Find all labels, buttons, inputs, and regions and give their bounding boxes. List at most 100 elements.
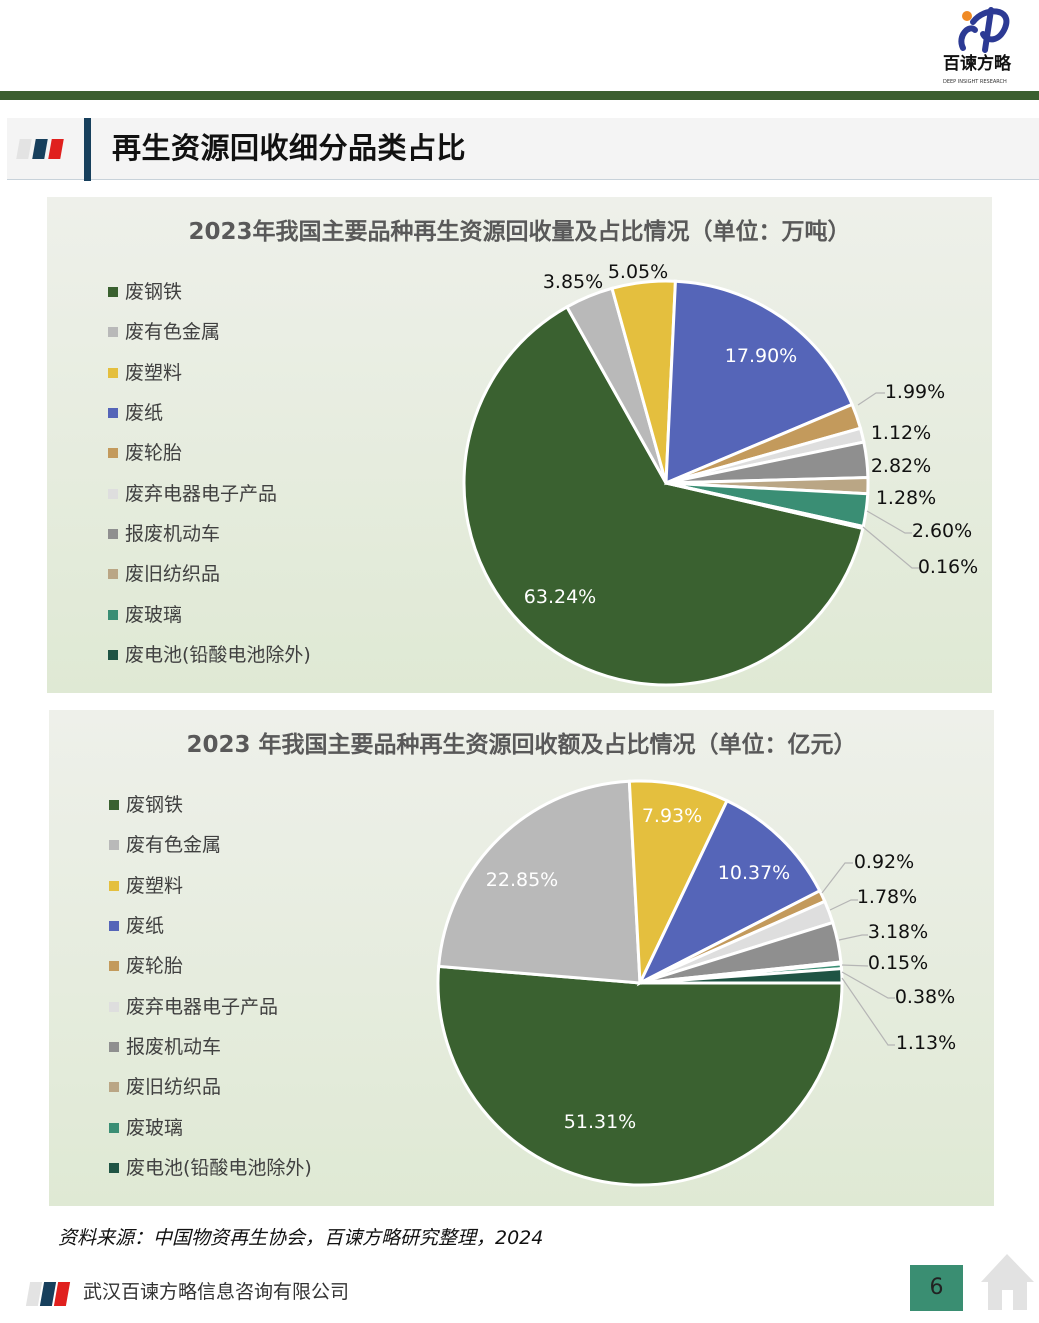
data-label: 0.16%: [918, 556, 978, 578]
legend-label: 废玻璃: [126, 1116, 184, 1139]
data-label: 0.15%: [868, 952, 928, 974]
data-label: 3.85%: [543, 271, 603, 293]
legend-label: 废纸: [126, 915, 165, 938]
legend-label: 废钢铁: [126, 794, 184, 817]
legend-swatch: [109, 880, 119, 891]
legend-swatch: [108, 408, 118, 419]
legend-swatch: [108, 367, 118, 378]
logo-subtitle: DEEP INSIGHT RESEARCH: [943, 79, 1007, 85]
page-number: 6: [910, 1265, 963, 1311]
legend-item: 废有色金属: [108, 312, 311, 352]
data-label: 3.18%: [868, 921, 928, 943]
legend-item: 废纸: [109, 906, 312, 946]
data-label: 17.90%: [725, 345, 797, 367]
legend-swatch: [108, 287, 118, 298]
legend-label: 废弃电器电子产品: [125, 482, 278, 505]
legend-swatch: [108, 327, 118, 338]
legend-swatch: [109, 1162, 119, 1173]
legend-swatch: [108, 488, 118, 499]
data-label: 2.60%: [912, 520, 972, 542]
legend-swatch: [109, 800, 119, 811]
data-label: 1.28%: [876, 487, 936, 509]
legend-swatch: [108, 448, 118, 459]
leader-line: [866, 510, 912, 534]
legend-item: 废旧纺织品: [108, 554, 311, 594]
legend-item: 废电池(铅酸电池除外): [108, 635, 311, 675]
legend-swatch: [109, 921, 119, 932]
data-label: 1.13%: [896, 1032, 956, 1054]
logo-text: 百谏方略: [943, 54, 1011, 74]
legend-label: 废电池(铅酸电池除外): [125, 643, 311, 666]
data-label: 1.78%: [857, 886, 917, 908]
legend-item: 报废机动车: [108, 514, 311, 554]
data-label: 22.85%: [486, 869, 558, 891]
legend-item: 废轮胎: [108, 433, 311, 473]
legend-swatch: [109, 1001, 119, 1012]
pie-chart: 51.31% 22.85% 7.93% 10.37% 0.92% 1.78% 3.18% 0.…: [436, 779, 956, 1187]
legend-label: 废旧纺织品: [126, 1076, 222, 1099]
legend-item: 废塑料: [108, 353, 311, 393]
flag-icon: [25, 1282, 78, 1306]
pie-slice: [462, 304, 865, 687]
data-label: 63.24%: [524, 586, 596, 608]
pie-slice: [664, 279, 855, 486]
data-label: 5.05%: [608, 261, 668, 283]
leader-line: [862, 526, 919, 569]
legend-label: 废钢铁: [125, 281, 183, 304]
data-label: 51.31%: [564, 1111, 636, 1133]
company-name: 武汉百谏方略信息咨询有限公司: [83, 1281, 350, 1303]
data-label: 0.92%: [854, 851, 914, 873]
legend-label: 废轮胎: [126, 955, 184, 978]
legend-label: 废塑料: [126, 874, 184, 897]
legend-label: 废弃电器电子产品: [126, 995, 279, 1018]
leader-line: [841, 971, 895, 999]
legend-swatch: [108, 609, 118, 620]
legend-swatch: [108, 649, 118, 660]
legend-swatch: [109, 1041, 119, 1052]
header-divider: [0, 91, 1039, 100]
pie-slice: [437, 779, 642, 985]
pie-chart: 63.24% 3.85% 5.05% 17.90% 1.99% 1.12% 2.82% 1.2…: [462, 261, 978, 687]
section-title: 再生资源回收细分品类占比: [112, 131, 467, 165]
legend-item: 废钢铁: [108, 272, 311, 312]
source-note: 资料来源：中国物资再生协会，百谏方略研究整理，2024: [58, 1227, 544, 1249]
legend-item: 废钢铁: [109, 785, 312, 825]
leader-line: [841, 964, 869, 967]
legend-item: 废纸: [108, 393, 311, 433]
chart-panel-volume: 2023年我国主要品种再生资源回收量及占比情况（单位：万吨） 废钢铁废有色金属废…: [47, 197, 992, 693]
legend-label: 废电池(铅酸电池除外): [126, 1156, 312, 1179]
legend-item: 废有色金属: [109, 825, 312, 865]
leader-line: [838, 934, 868, 941]
section-bar: [84, 118, 91, 181]
legend-item: 废弃电器电子产品: [108, 473, 311, 513]
legend-item: 废旧纺织品: [109, 1067, 312, 1107]
data-label: 1.99%: [885, 381, 945, 403]
chart-panel-value: 2023 年我国主要品种再生资源回收额及占比情况（单位：亿元） 废钢铁 废有色金属…: [49, 710, 994, 1206]
legend-label: 废有色金属: [125, 321, 221, 344]
logo: [935, 2, 1025, 54]
legend-label: 报废机动车: [126, 1035, 222, 1058]
legend-item: 废轮胎: [109, 946, 312, 986]
leader-line: [829, 899, 858, 911]
legend-label: 报废机动车: [125, 522, 221, 545]
chart-title: 2023年我国主要品种再生资源回收量及占比情况（单位：万吨）: [188, 219, 851, 245]
pie-slice: [639, 967, 844, 985]
legend-item: 废玻璃: [109, 1107, 312, 1147]
data-label: 1.12%: [871, 422, 931, 444]
legend-label: 废轮胎: [125, 442, 183, 465]
legend-label: 废塑料: [125, 361, 183, 384]
home-icon[interactable]: [980, 1252, 1035, 1312]
legend-label: 废有色金属: [126, 834, 222, 857]
legend-item: 废塑料: [109, 866, 312, 906]
legend-label: 废玻璃: [125, 603, 183, 626]
leader-line: [857, 392, 885, 406]
data-label: 7.93%: [642, 805, 702, 827]
leader-line: [821, 862, 853, 894]
legend-swatch: [109, 1082, 119, 1093]
legend-item: 报废机动车: [109, 1027, 312, 1067]
data-label: 10.37%: [718, 862, 790, 884]
legend-label: 废纸: [125, 402, 164, 425]
section-header: [7, 118, 1039, 180]
legend-item: 废电池(铅酸电池除外): [109, 1148, 312, 1188]
legend-swatch: [109, 961, 119, 972]
